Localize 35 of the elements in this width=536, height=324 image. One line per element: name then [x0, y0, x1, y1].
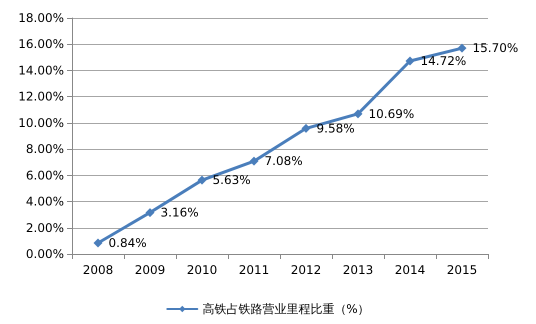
y-tick-label: 4.00% — [26, 194, 64, 209]
point — [198, 176, 206, 185]
y-tick-label: 10.00% — [18, 116, 64, 130]
data-label: 9.58% — [316, 121, 355, 136]
x-tick-label: 2013 — [342, 263, 374, 277]
point — [94, 238, 102, 248]
data-label: 3.16% — [160, 206, 199, 220]
data-label: 5.63% — [212, 173, 251, 188]
point — [406, 56, 414, 66]
y-tick-label: 18.00% — [18, 11, 64, 25]
x-tick-label: 2011 — [238, 263, 270, 277]
x-tick-label: 2014 — [394, 263, 426, 277]
x-tick-label: 2015 — [446, 263, 478, 277]
point — [354, 109, 362, 118]
y-tick-label: 12.00% — [18, 90, 64, 104]
data-label: 7.08% — [264, 154, 303, 168]
x-tick-label: 2010 — [186, 263, 218, 277]
point — [458, 44, 466, 53]
x-tick-label: 2012 — [290, 263, 322, 277]
data-label: 10.69% — [368, 106, 414, 121]
y-tick-label: 14.00% — [18, 63, 64, 78]
data-label: 15.70% — [472, 41, 518, 56]
data-label: 14.72% — [420, 54, 466, 68]
point — [146, 208, 154, 218]
x-tick-label: 2009 — [134, 263, 166, 277]
x-tick-label: 2008 — [82, 263, 114, 277]
data-label: 0.84% — [108, 236, 147, 250]
y-tick-label: 6.00% — [26, 168, 64, 182]
point — [302, 124, 310, 133]
y-tick-label: 8.00% — [26, 142, 64, 156]
y-tick-label: 16.00% — [18, 37, 64, 52]
legend-label: 高铁占铁路营业里程比重（%） — [202, 302, 370, 316]
y-tick-label: 2.00% — [26, 220, 64, 235]
y-tick-label: 0.00% — [26, 247, 64, 261]
point — [250, 156, 258, 166]
